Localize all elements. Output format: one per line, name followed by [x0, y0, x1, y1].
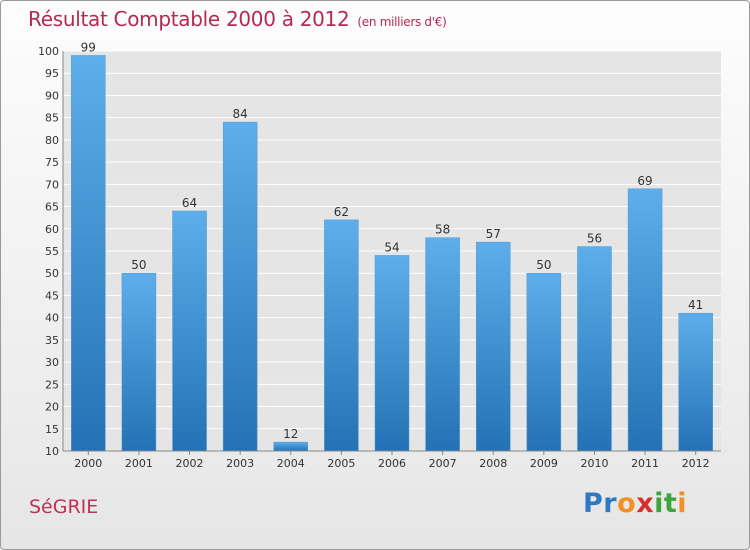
y-tick-label: 30	[45, 356, 59, 369]
logo-letter: o	[617, 488, 637, 519]
y-tick-label: 75	[45, 156, 59, 169]
bar-2005	[324, 219, 359, 452]
data-label: 50	[131, 258, 146, 272]
bar-2002	[172, 210, 207, 452]
bar-2012	[678, 312, 713, 452]
y-tick-label: 95	[45, 67, 59, 80]
data-label: 99	[81, 40, 96, 54]
y-tick-label: 65	[45, 201, 59, 214]
x-tick-label: 2004	[277, 457, 305, 470]
x-tick-label: 2002	[176, 457, 204, 470]
y-tick-label: 70	[45, 178, 59, 191]
bar-2007	[425, 237, 460, 452]
bar-2008	[475, 241, 511, 452]
data-label: 84	[233, 107, 248, 121]
y-tick-label: 80	[45, 134, 59, 147]
y-tick-label: 40	[45, 312, 59, 325]
x-tick-label: 2012	[682, 457, 710, 470]
chart-unit: (en milliers d'€)	[357, 15, 447, 29]
logo-letter: i	[654, 488, 664, 519]
chart-title-text: Résultat Comptable 2000 à 2012	[28, 7, 350, 31]
data-label: 69	[637, 174, 652, 188]
bar-2004	[273, 441, 309, 452]
data-label: 56	[587, 232, 602, 246]
logo-letter: P	[583, 488, 604, 519]
data-label: 57	[486, 227, 501, 241]
data-label: 62	[334, 205, 349, 219]
logo-letter: r	[603, 488, 618, 519]
x-tick-label: 2005	[327, 457, 355, 470]
y-tick-label: 100	[38, 45, 59, 58]
x-tick-label: 2009	[530, 457, 558, 470]
bars	[71, 55, 713, 452]
y-tick-label: 90	[45, 89, 59, 102]
data-label: 64	[182, 196, 197, 210]
y-tick-label: 55	[45, 245, 59, 258]
y-tick-label: 50	[45, 267, 59, 280]
bar-2003	[222, 121, 258, 452]
y-tick-label: 85	[45, 112, 59, 125]
logo-letter: t	[663, 488, 678, 519]
data-labels: 99 50 64 84 12 62 54 58 57 50 56 69 41	[81, 40, 704, 441]
y-tick-label: 15	[45, 423, 59, 436]
y-tick-label: 60	[45, 223, 59, 236]
bar-2000	[71, 55, 106, 452]
x-tick-label: 2006	[378, 457, 406, 470]
axes: 10 15 20 25 30 35 40 45 50 55 60 65 70 75 80 85 90 95 100 2…	[38, 45, 721, 470]
y-tick-label: 25	[45, 378, 59, 391]
data-label: 58	[435, 223, 450, 237]
logo-letter: x	[636, 488, 655, 519]
y-tick-label: 35	[45, 334, 59, 347]
y-tick-label: 10	[45, 445, 59, 458]
x-tick-label: 2003	[226, 457, 254, 470]
commune-name: SéGRIE	[29, 496, 99, 518]
y-tick-label: 20	[45, 401, 59, 414]
y-tick-label: 45	[45, 289, 59, 302]
x-tick-label: 2010	[580, 457, 608, 470]
proxiti-logo: Proxiti	[583, 488, 687, 519]
data-label: 12	[283, 427, 298, 441]
x-tick-label: 2011	[631, 457, 659, 470]
bar-2009	[526, 272, 562, 452]
bar-2006	[374, 255, 410, 452]
bar-2011	[627, 188, 663, 452]
bar-2001	[121, 272, 157, 452]
x-tick-label: 2008	[479, 457, 507, 470]
bar-2010	[577, 246, 612, 452]
data-label: 41	[688, 298, 703, 312]
data-label: 50	[536, 258, 551, 272]
x-tick-label: 2000	[74, 457, 102, 470]
x-tick-label: 2007	[429, 457, 457, 470]
logo-letter: i	[677, 488, 688, 519]
data-label: 54	[384, 240, 399, 254]
x-tick-label: 2001	[125, 457, 153, 470]
chart-title: Résultat Comptable 2000 à 2012 (en millie…	[28, 7, 447, 31]
